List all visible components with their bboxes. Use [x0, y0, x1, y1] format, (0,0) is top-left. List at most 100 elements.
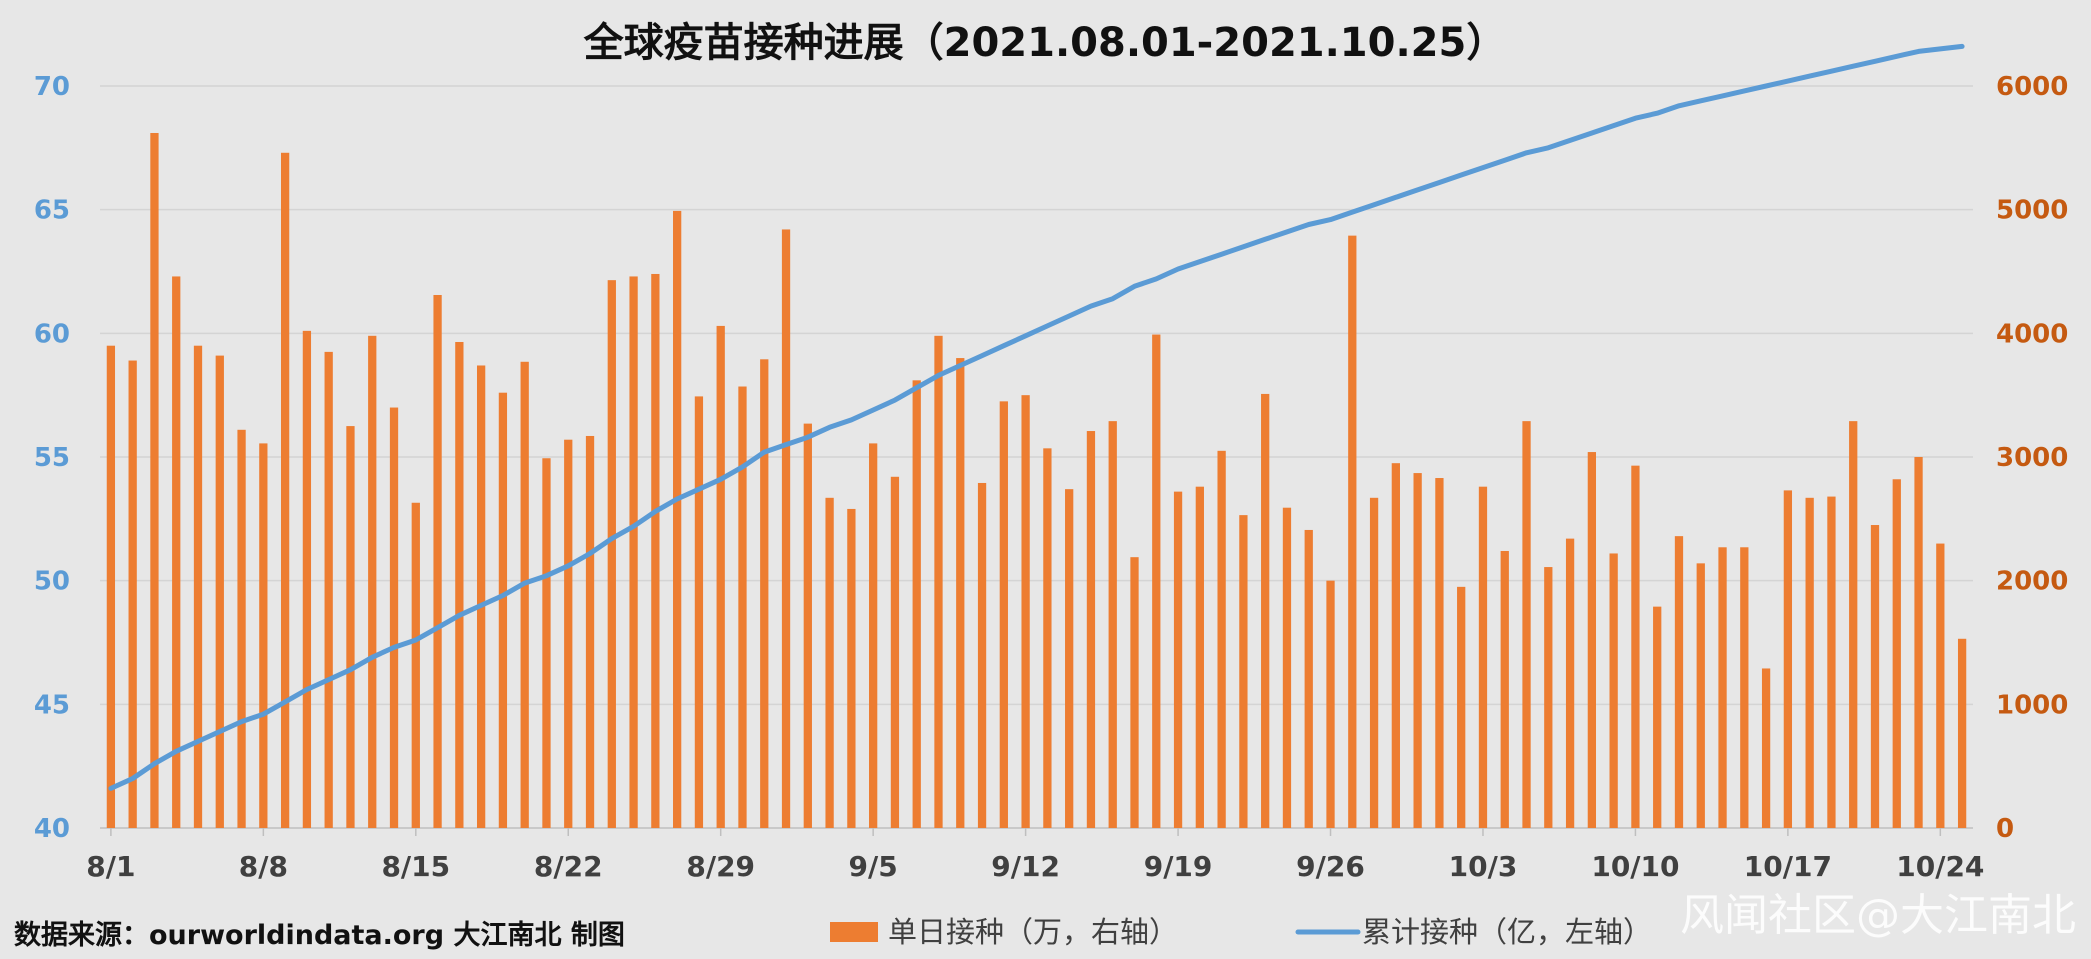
bar — [1653, 606, 1662, 828]
bar — [1500, 550, 1509, 828]
bar — [890, 476, 900, 828]
bar — [368, 335, 377, 828]
line-series — [108, 43, 1965, 791]
bar — [1304, 529, 1313, 828]
bar — [193, 345, 203, 828]
bar — [302, 330, 312, 828]
bar — [673, 210, 682, 829]
x-tick-label: 10/24 — [1896, 850, 1984, 883]
bar — [280, 152, 290, 828]
bar — [1631, 465, 1640, 828]
y-right-tick-label: 3000 — [1996, 443, 2068, 473]
x-tick-label: 8/1 — [86, 850, 135, 883]
bar — [1391, 463, 1400, 828]
bar — [912, 380, 921, 828]
bar — [934, 335, 943, 828]
bar — [1326, 580, 1335, 828]
bar — [999, 401, 1008, 828]
bar — [1609, 553, 1618, 828]
bar — [585, 435, 595, 828]
x-tick-label: 8/15 — [381, 850, 450, 883]
bar — [1914, 457, 1923, 828]
legend-bar-swatch — [830, 922, 878, 942]
y-left-tick-label: 60 — [34, 319, 70, 349]
bar — [346, 426, 355, 828]
bar — [1478, 486, 1488, 828]
bar — [1152, 334, 1161, 828]
bar — [1021, 395, 1030, 828]
y-right-tick-label: 0 — [1996, 814, 2014, 844]
y-left-tick-label: 55 — [34, 443, 70, 473]
bar — [1457, 586, 1466, 828]
y-left-tick-label: 65 — [34, 196, 70, 226]
bar — [1783, 490, 1793, 828]
bar — [1696, 563, 1705, 828]
y-right-tick-label: 2000 — [1996, 567, 2068, 597]
bar — [1565, 538, 1575, 828]
bar — [520, 361, 529, 828]
x-tick-label: 10/3 — [1449, 850, 1518, 883]
bar — [259, 443, 268, 828]
legend-bar-label: 单日接种（万，右轴） — [888, 915, 1178, 949]
bar — [651, 273, 660, 828]
bar — [629, 276, 638, 828]
y-axis-right: 0 1000 2000 3000 4000 5000 6000 — [1996, 72, 2068, 844]
x-tick-label: 9/19 — [1144, 850, 1213, 883]
bar — [150, 132, 159, 828]
bar — [1282, 507, 1292, 828]
bar — [1108, 421, 1117, 828]
bar — [1239, 515, 1248, 828]
bar — [1261, 393, 1270, 828]
y-left-tick-label: 70 — [34, 72, 70, 102]
legend-line-label: 累计接种（亿，左轴） — [1362, 915, 1652, 949]
bar — [1740, 547, 1749, 828]
bar — [564, 439, 573, 828]
bar — [738, 386, 747, 828]
y-right-tick-label: 6000 — [1996, 72, 2068, 102]
bar — [411, 502, 420, 828]
bar — [1086, 431, 1096, 828]
bar — [172, 276, 181, 828]
bar — [1522, 421, 1531, 828]
bar — [977, 482, 987, 828]
bar — [1065, 489, 1074, 828]
bar — [476, 365, 486, 828]
bar-series — [106, 132, 1967, 829]
bar — [1761, 668, 1771, 828]
x-tick-label: 9/5 — [849, 850, 898, 883]
x-tick-label: 9/12 — [991, 850, 1060, 883]
bar — [1217, 450, 1226, 828]
bar — [1892, 479, 1901, 828]
y-right-tick-label: 4000 — [1996, 319, 2068, 349]
bar — [1827, 496, 1836, 828]
bar — [455, 341, 464, 828]
bar — [215, 355, 224, 828]
bar — [716, 325, 725, 828]
y-axis-left: 40 45 50 55 60 65 70 — [34, 72, 70, 844]
bar — [106, 345, 116, 828]
x-tick-label: 9/26 — [1296, 850, 1365, 883]
bar — [803, 423, 812, 828]
bar — [760, 359, 769, 828]
bar — [781, 229, 791, 828]
bar — [1674, 536, 1684, 828]
bar — [1805, 497, 1814, 828]
bar — [956, 358, 965, 828]
y-left-tick-label: 45 — [34, 690, 70, 720]
bar — [1369, 497, 1379, 828]
bar — [1718, 547, 1727, 828]
bar — [869, 443, 878, 828]
y-left-tick-label: 40 — [34, 814, 70, 844]
bar — [825, 497, 834, 828]
bar — [498, 392, 508, 828]
bar — [1936, 543, 1945, 828]
x-axis: 8/1 8/8 8/15 8/22 8/29 9/5 9/12 9/19 9/26 10/3 10/… — [86, 828, 1984, 883]
x-tick-label: 8/29 — [686, 850, 755, 883]
bar — [694, 396, 704, 828]
bar — [1849, 421, 1858, 828]
bar — [1870, 525, 1880, 828]
bar — [1195, 486, 1204, 828]
bar — [1130, 557, 1139, 828]
bar — [847, 508, 856, 828]
